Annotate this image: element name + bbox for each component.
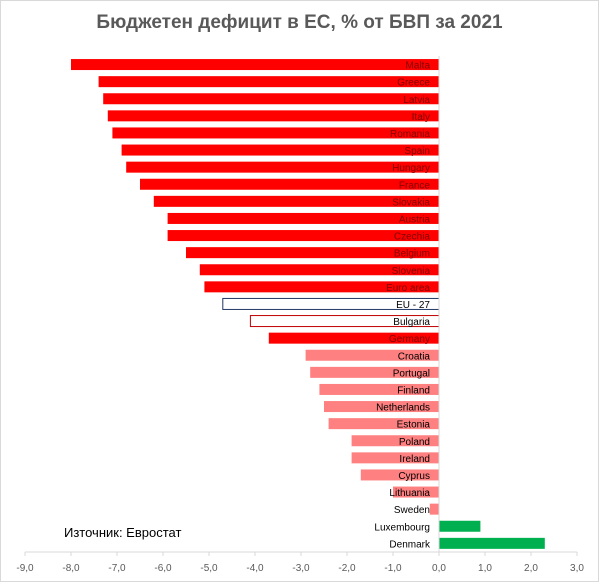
bar-sweden (429, 503, 439, 515)
bar-croatia (305, 349, 439, 361)
bar-malta (71, 59, 439, 71)
category-label-finland: Finland (397, 385, 430, 396)
category-label-ireland: Ireland (399, 454, 430, 465)
bar-slovenia (199, 264, 439, 276)
source-note: Източник: Евростат (64, 525, 182, 540)
category-label-lithuania: Lithuania (389, 488, 430, 499)
category-label-poland: Poland (399, 437, 430, 448)
x-tick-label: -3,0 (292, 563, 310, 574)
category-label-netherlands: Netherlands (376, 403, 430, 414)
bar-portugal (310, 366, 439, 378)
category-label-france: France (399, 180, 431, 191)
x-tick-label: -9,0 (16, 563, 34, 574)
category-label-czechia: Czechia (394, 232, 431, 243)
x-tick-label: -2,0 (338, 563, 356, 574)
category-label-sweden: Sweden (394, 505, 430, 516)
chart-title: Бюджетен дефицит в ЕС, % от БВП за 2021 (96, 12, 503, 33)
category-label-bulgaria: Bulgaria (393, 317, 430, 328)
category-label-croatia: Croatia (398, 351, 431, 362)
x-tick-label: -4,0 (246, 563, 264, 574)
category-label-latvia: Latvia (403, 95, 430, 106)
bar-denmark (439, 537, 545, 549)
category-label-greece: Greece (397, 78, 430, 89)
category-label-eu-27: EU - 27 (396, 300, 430, 311)
x-tick-label: -6,0 (154, 563, 172, 574)
bar-lithuania (393, 486, 439, 498)
bar-italy (107, 110, 440, 122)
category-label-spain: Spain (404, 146, 430, 157)
bar-greece (98, 76, 439, 88)
bar-belgium (186, 247, 439, 259)
x-tick-label: 1,0 (478, 563, 492, 574)
x-tick-label: -1,0 (384, 563, 402, 574)
bar-austria (167, 212, 439, 224)
category-label-luxembourg: Luxembourg (374, 522, 430, 533)
category-label-euro-area: Euro area (386, 283, 430, 294)
category-label-romania: Romania (390, 129, 430, 140)
category-label-portugal: Portugal (393, 368, 430, 379)
category-label-slovenia: Slovenia (392, 266, 431, 277)
bar-latvia (103, 93, 439, 105)
bar-finland (319, 383, 439, 395)
bar-luxembourg (439, 520, 481, 532)
x-tick-label: 2,0 (524, 563, 538, 574)
x-tick-label: -5,0 (200, 563, 218, 574)
category-label-denmark: Denmark (389, 539, 431, 550)
category-label-belgium: Belgium (394, 249, 430, 260)
bar-spain (121, 144, 439, 156)
bar-hungary (126, 161, 439, 173)
bar-netherlands (324, 401, 439, 413)
x-tick-label: -8,0 (62, 563, 80, 574)
bar-estonia (328, 418, 439, 430)
x-tick-label: 0,0 (432, 563, 446, 574)
bar-euro-area (204, 281, 439, 293)
category-label-malta: Malta (406, 61, 431, 72)
x-tick-label: 3,0 (570, 563, 584, 574)
bar-france (140, 178, 439, 190)
category-label-cyprus: Cyprus (398, 471, 430, 482)
bar-romania (112, 127, 440, 139)
bar-czechia (167, 230, 439, 242)
category-label-austria: Austria (399, 214, 431, 225)
bar-cyprus (360, 469, 439, 481)
category-label-germany: Germany (389, 334, 430, 345)
category-label-hungary: Hungary (392, 163, 430, 174)
x-tick-label: -7,0 (108, 563, 126, 574)
bar-slovakia (153, 195, 440, 207)
bar-germany (268, 332, 439, 344)
category-label-slovakia: Slovakia (392, 197, 430, 208)
category-label-estonia: Estonia (397, 420, 431, 431)
category-label-italy: Italy (412, 112, 430, 123)
bar-poland (351, 435, 439, 447)
bar-ireland (351, 452, 439, 464)
